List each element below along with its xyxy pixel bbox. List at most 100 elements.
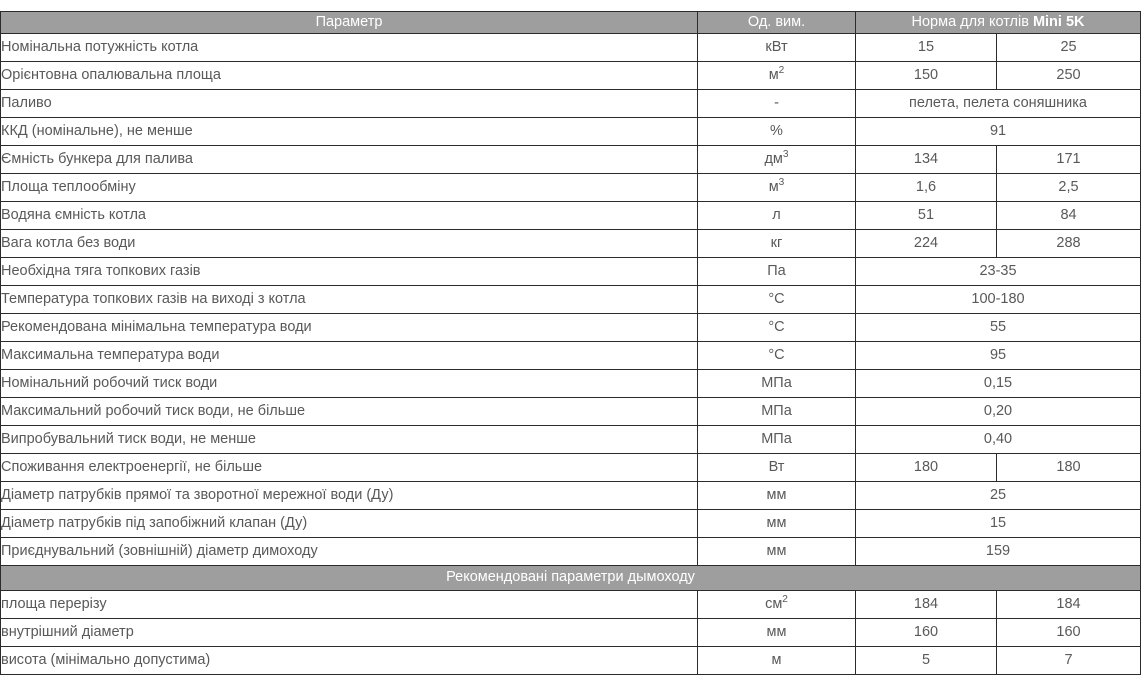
cell-parameter: Паливо xyxy=(0,89,698,118)
unit-superscript: 3 xyxy=(782,149,789,161)
cell-value-model-a: 160 xyxy=(855,618,997,647)
cell-value-model-b: 84 xyxy=(995,201,1142,230)
table-row: Максимальна температура води °C 95 xyxy=(0,341,1142,370)
cell-parameter: Площа теплообміну xyxy=(0,173,698,202)
cell-parameter: Номінальний робочий тиск води xyxy=(0,369,698,398)
table-row: площа перерізу см2 184 184 xyxy=(0,590,1142,619)
cell-unit: л xyxy=(697,201,856,230)
cell-parameter: Ємність бункера для палива xyxy=(0,145,698,174)
cell-value-merged: 0,20 xyxy=(854,397,1142,426)
cell-value-model-a: 134 xyxy=(855,145,997,174)
unit-superscript: 2 xyxy=(778,65,785,77)
header-norm: Норма для котлів Mini 5K xyxy=(854,11,1142,34)
cell-parameter: Водяна ємність котла xyxy=(0,201,698,230)
cell-parameter: Температура топкових газів на виході з к… xyxy=(0,285,698,314)
section-title: Рекомендовані параметри дымоходу xyxy=(0,565,1142,591)
table-row: ККД (номінальне), не менше% 91 xyxy=(0,117,1142,146)
cell-value-model-a: 51 xyxy=(855,201,997,230)
table-row: Номінальний робочий тиск води МПа 0,15 xyxy=(0,369,1142,398)
cell-unit: кг xyxy=(697,229,856,258)
cell-unit: кВт xyxy=(697,33,856,62)
cell-value-model-a: 150 xyxy=(855,61,997,90)
cell-unit: °C xyxy=(697,285,856,314)
cell-unit: МПа xyxy=(697,397,856,426)
cell-value-merged: 55 xyxy=(854,313,1142,342)
header-unit: Од. вим. xyxy=(697,11,856,34)
cell-parameter: ККД (номінальне), не менше xyxy=(0,117,698,146)
cell-value-model-a: 1,6 xyxy=(855,173,997,202)
cell-unit: дм3 xyxy=(697,145,856,174)
cell-value-model-a: 15 xyxy=(855,33,997,62)
cell-unit: мм xyxy=(697,481,856,510)
cell-value-model-a: 5 xyxy=(855,646,997,675)
cell-unit: % xyxy=(697,117,856,146)
table-row: Максимальний робочий тиск води, не більш… xyxy=(0,397,1142,426)
cell-value-merged: 95 xyxy=(854,341,1142,370)
cell-value-merged: 0,15 xyxy=(854,369,1142,398)
table-row: Орієнтовна опалювальна площа м2 150 250 xyxy=(0,61,1142,90)
cell-value-model-b: 2,5 xyxy=(995,173,1142,202)
cell-parameter: площа перерізу xyxy=(0,590,698,619)
cell-unit: см2 xyxy=(697,590,856,619)
cell-unit: Па xyxy=(697,257,856,286)
cell-unit: МПа xyxy=(697,425,856,454)
cell-parameter: внутрішний діаметр xyxy=(0,618,698,647)
cell-parameter: Необхідна тяга топкових газів xyxy=(0,257,698,286)
cell-parameter: Діаметр патрубків під запобіжний клапан … xyxy=(0,509,698,538)
cell-value-model-b: 25 xyxy=(995,33,1142,62)
cell-value-model-a: 184 xyxy=(855,590,997,619)
header-parameter: Параметр xyxy=(0,11,698,34)
cell-unit: °C xyxy=(697,341,856,370)
cell-parameter: Випробувальний тиск води, не менше xyxy=(0,425,698,454)
table-row: Споживання електроенергії, не більше Вт 18… xyxy=(0,453,1142,482)
table-row: Діаметр патрубків прямої та зворотної ме… xyxy=(0,481,1142,510)
cell-parameter: Максимальна температура води xyxy=(0,341,698,370)
cell-value-merged: 25 xyxy=(854,481,1142,510)
table-row: Приєднувальний (зовнішній) діаметр димох… xyxy=(0,537,1142,566)
cell-unit: м3 xyxy=(697,173,856,202)
cell-value-merged: 0,40 xyxy=(854,425,1142,454)
cell-unit: °C xyxy=(697,313,856,342)
table-row: висота (мінімально допустима) м 5 7 xyxy=(0,646,1142,675)
cell-unit: мм xyxy=(697,509,856,538)
cell-value-merged: 23-35 xyxy=(854,257,1142,286)
cell-value-merged: 159 xyxy=(854,537,1142,566)
cell-parameter: Рекомендована мінімальна температура вод… xyxy=(0,313,698,342)
cell-unit: - xyxy=(697,89,856,118)
cell-value-model-b: 160 xyxy=(995,618,1142,647)
cell-value-model-b: 171 xyxy=(995,145,1142,174)
table-row: Рекомендована мінімальна температура вод… xyxy=(0,313,1142,342)
cell-value-merged: 15 xyxy=(854,509,1142,538)
cell-value-merged: 91 xyxy=(854,117,1142,146)
cell-value-model-b: 7 xyxy=(995,646,1142,675)
cell-parameter: Максимальний робочий тиск води, не більш… xyxy=(0,397,698,426)
table-row: Необхідна тяга топкових газів Па 23-35 xyxy=(0,257,1142,286)
cell-parameter: Приєднувальний (зовнішній) діаметр димох… xyxy=(0,537,698,566)
header-row: Параметр Од. вим. Норма для котлів Mini … xyxy=(0,11,1142,34)
cell-unit: мм xyxy=(697,537,856,566)
unit-superscript: 3 xyxy=(778,177,785,189)
cell-parameter: Номінальна потужність котла xyxy=(0,33,698,62)
cell-value-model-b: 250 xyxy=(995,61,1142,90)
cell-parameter: Вага котла без води xyxy=(0,229,698,258)
cell-value-model-b: 180 xyxy=(995,453,1142,482)
cell-value-model-b: 184 xyxy=(995,590,1142,619)
table-row: Площа теплообміну м3 1,6 2,5 xyxy=(0,173,1142,202)
header-norm-prefix: Норма для котлів xyxy=(911,13,1033,30)
cell-unit: Вт xyxy=(697,453,856,482)
table-row: внутрішний діаметр мм 160 160 xyxy=(0,618,1142,647)
table-row: Температура топкових газів на виході з к… xyxy=(0,285,1142,314)
table-row: Ємність бункера для палива дм3 134 171 xyxy=(0,145,1142,174)
table-row: Випробувальний тиск води, не менше МПа 0,4… xyxy=(0,425,1142,454)
cell-value-model-b: 288 xyxy=(995,229,1142,258)
cell-parameter: Орієнтовна опалювальна площа xyxy=(0,61,698,90)
unit-superscript: 2 xyxy=(782,594,788,606)
table-row: Вага котла без води кг 224 288 xyxy=(0,229,1142,258)
table-header: Параметр Од. вим. Норма для котлів Mini … xyxy=(0,11,1142,34)
cell-value-merged: 100-180 xyxy=(854,285,1142,314)
table-row: Водяна ємність котла л 51 84 xyxy=(0,201,1142,230)
cell-parameter: висота (мінімально допустима) xyxy=(0,646,698,675)
cell-parameter: Діаметр патрубків прямої та зворотної ме… xyxy=(0,481,698,510)
cell-unit: мм xyxy=(697,618,856,647)
